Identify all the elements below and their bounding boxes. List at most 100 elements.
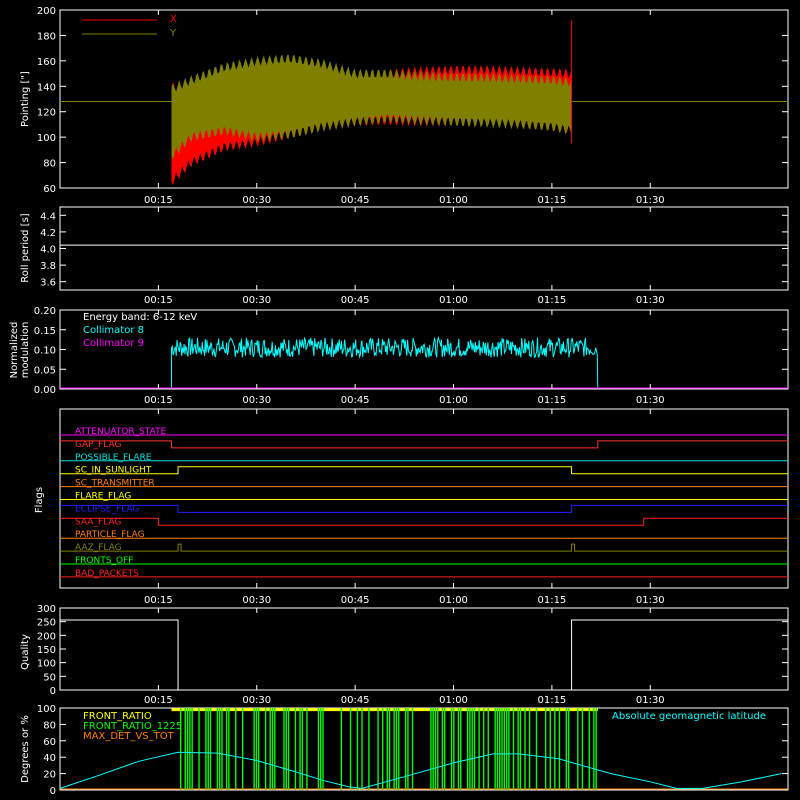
x-tick-label: 00:15 [144,395,173,406]
x-tick-label: 01:30 [636,595,665,606]
modulation-y-label-2: modulation [20,322,31,379]
pointing-x-axis: 00:15 00:30 00:45 01:00 01:15 01:30 [144,10,665,206]
pointing-frame [59,9,789,189]
roll-period-y-axis: 3.6 3.8 4.0 4.2 4.4 [40,211,788,289]
x-tick-label: 01:00 [439,195,468,206]
y-tick-label: 0 [50,786,56,797]
x-tick-label: 00:45 [341,295,370,306]
x-tick-label: 00:15 [144,295,173,306]
x-tick-label: 01:15 [537,695,566,706]
quality-x-axis: 00:15 00:30 00:45 01:00 01:15 01:30 [144,608,665,706]
y-tick-label: 3.8 [40,261,56,272]
flag-label: FLARE_FLAG [75,492,131,502]
collimator-8-series [171,335,599,390]
roll-period-y-label: Roll period [s] [20,213,31,282]
flag-label: ATTENUATOR_STATE [75,427,167,437]
y-tick-label: 250 [37,618,56,629]
y-tick-label: 60 [43,737,56,748]
legend-y-label: Y [169,28,177,39]
y-tick-label: 0.20 [34,306,56,317]
collimator-9-label: Collimator 9 [83,338,144,349]
y-tick-label: 60 [43,184,56,195]
y-tick-label: 300 [37,604,56,615]
y-tick-label: 180 [37,31,56,42]
modulation-series [60,335,788,390]
y-tick-label: 100 [37,704,56,715]
x-tick-label: 00:45 [341,195,370,206]
front-ratio-1225-label: FRONT_RATIO_1225 [83,721,182,732]
legend-x-label: X [170,14,177,25]
y-tick-label: 0.15 [34,326,56,337]
x-tick-label: 01:30 [636,295,665,306]
ratios-y-label: Degrees or % [20,715,31,783]
flag-label: AAZ_FLAG [75,543,122,553]
y-tick-label: 40 [43,753,56,764]
x-tick-label: 01:00 [439,395,468,406]
flag-series [60,543,788,552]
flags-panel: ATTENUATOR_STATE GAP_FLAG POSSIBLE_FLARE SC… [34,408,789,606]
x-tick-label: 01:30 [636,195,665,206]
flag-label: PARTICLE_FLAG [75,530,145,540]
y-tick-label: 0.05 [34,365,56,376]
flags-series: ATTENUATOR_STATE GAP_FLAG POSSIBLE_FLARE SC… [60,427,788,579]
flags-y-label: Flags [34,487,45,513]
flag-label: BAD_PACKETS [75,569,139,579]
x-tick-label: 00:30 [242,295,271,306]
roll-period-panel: 3.6 3.8 4.0 4.2 4.4 00:15 00:30 00:45 01:00 01:1… [20,206,789,306]
x-tick-label: 00:15 [144,595,173,606]
x-tick-label: 00:45 [341,595,370,606]
flag-label: FRONTS_OFF [75,556,133,566]
y-tick-label: 80 [43,159,56,170]
x-tick-label: 00:30 [242,695,271,706]
front-ratio-label: FRONT_RATIO [83,711,152,722]
y-tick-label: 200 [37,6,56,17]
flag-label: SC_IN_SUNLIGHT [75,466,152,476]
pointing-y-label: Pointing ["] [20,71,31,127]
pointing-series [60,20,788,186]
x-tick-label: 01:30 [636,395,665,406]
x-tick-label: 00:30 [242,395,271,406]
flags-x-axis: 00:15 00:30 00:45 01:00 01:15 01:30 [144,409,665,606]
roll-period-x-axis: 00:15 00:30 00:45 01:00 01:15 01:30 [144,207,665,306]
flag-label: GAP_FLAG [75,440,121,450]
flags-frame [59,408,789,589]
x-tick-label: 00:45 [341,695,370,706]
x-tick-label: 01:15 [537,295,566,306]
y-tick-label: 150 [37,645,56,656]
modulation-x-axis: 00:15 00:30 00:45 01:00 01:15 01:30 [144,310,665,406]
quality-y-label: Quality [20,634,31,670]
x-tick-label: 01:00 [439,595,468,606]
y-tick-label: 0.10 [34,346,56,357]
x-tick-label: 00:30 [242,595,271,606]
y-tick-label: 4.2 [40,228,56,239]
quality-series [60,619,788,691]
modulation-y-label-1: Normalized [9,322,20,379]
y-tick-label: 3.6 [40,278,56,289]
ratios-panel: 0 20 40 60 80 100 Degrees or % FRONT_RATIO FR… [20,704,789,797]
x-tick-label: 01:15 [537,595,566,606]
x-tick-label: 00:15 [144,695,173,706]
ratio-series [60,708,788,790]
latitude-label: Absolute geomagnetic latitude [612,711,766,722]
flag-series [60,440,788,449]
flag-series [60,466,788,475]
x-tick-label: 01:15 [537,195,566,206]
flag-label: SC_TRANSMITTER [75,479,155,489]
y-tick-label: 0 [50,686,56,697]
x-tick-label: 01:30 [636,695,665,706]
max-det-vs-tot-label: MAX_DET_VS_TOT [83,731,175,742]
energy-band-annotation: Energy band: 6-12 keV [83,312,197,323]
modulation-y-axis: 0.00 0.05 0.10 0.15 0.20 [34,306,788,396]
latitude-series [59,751,782,789]
y-tick-label: 100 [37,133,56,144]
y-tick-label: 140 [37,82,56,93]
flag-series [60,517,788,526]
y-tick-label: 160 [37,57,56,68]
y-tick-label: 4.4 [40,211,56,222]
y-tick-label: 4.0 [40,245,56,256]
x-tick-label: 00:45 [341,395,370,406]
collimator-8-label: Collimator 8 [83,325,144,336]
flag-label: SAA_FLAG [75,517,121,527]
